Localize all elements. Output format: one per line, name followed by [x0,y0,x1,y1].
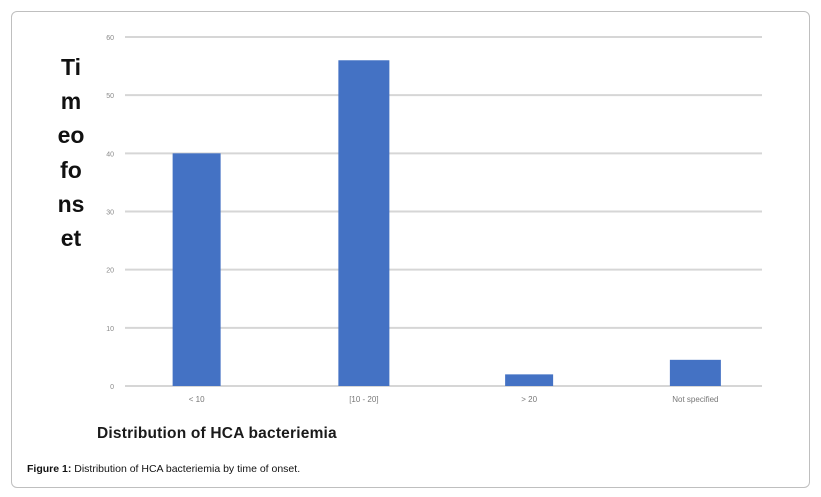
bar [338,60,390,387]
x-axis-label: Distribution of HCA bacteriemia [97,425,337,442]
figure-caption: Figure 1: Distribution of HCA bacteriemi… [27,463,300,475]
x-tick-label: [10 - 20] [349,395,378,404]
y-tick-label: 20 [106,268,114,275]
y-tick-label: 10 [106,326,114,333]
y-tick-label: 0 [110,384,114,391]
bar [505,374,554,386]
caption-label: Figure 1: [27,463,72,475]
x-tick-label: Not specified [672,395,718,404]
figure-frame [11,11,810,488]
y-tick-label: 30 [106,210,114,217]
bar [172,153,221,386]
caption-text: Distribution of HCA bacteriemia by time … [71,463,301,475]
y-axis-label: Timeofonset [57,54,85,252]
y-tick-label: 50 [106,93,114,100]
x-tick-label: > 20 [521,395,537,404]
x-tick-label: < 10 [189,395,205,404]
bar [669,359,721,386]
y-tick-label: 40 [106,151,114,158]
y-tick-label: 60 [106,35,114,42]
